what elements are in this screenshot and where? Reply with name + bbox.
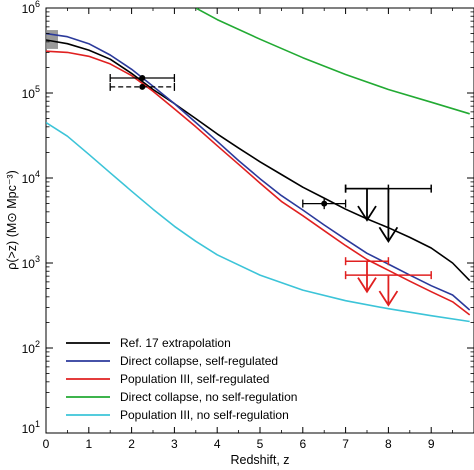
y-tick-label: 105 [22,84,40,101]
legend-label-3: Direct collapse, no self-regulation [120,390,297,404]
limit-arrow-head [378,290,399,307]
x-tick-label: 2 [128,437,135,451]
series-line-2 [46,50,471,316]
x-tick-label: 5 [257,437,264,451]
x-tick-label: 7 [342,437,349,451]
upper-limit-1 [344,184,432,243]
x-tick-label: 9 [428,437,435,451]
local-density-box [46,30,58,49]
limit-arrow-head [378,226,399,243]
series-line-3 [195,8,470,115]
series-line-0 [46,39,471,282]
upper-limit-2 [344,257,390,294]
data-point-0 [109,74,176,83]
x-tick-label: 4 [214,437,221,451]
x-tick-label: 8 [385,437,392,451]
legend-label-1: Direct collapse, self-regulated [120,354,278,368]
y-axis-title: ρ(>z) (M⊙ Mpc⁻³) [5,170,19,270]
data-marker [139,83,146,90]
data-point-1 [109,82,176,91]
x-tick-label: 6 [299,437,306,451]
x-tick-label: 0 [43,437,50,451]
x-axis: 0 1 2 3 4 5 6 7 8 9 [43,8,454,451]
limit-arrow-head [357,205,377,222]
y-tick-label: 101 [22,419,40,436]
x-axis-title: Redshift, z [230,453,289,467]
y-tick-label: 103 [22,254,40,271]
upper-limit-3 [344,271,432,307]
y-tick-label: 102 [22,339,40,356]
series-line-1 [46,32,471,311]
plot-area [45,7,474,434]
y-axis: 101 102 103 104 105 106 [22,0,474,436]
limit-arrow-head [357,277,377,294]
legend-label-4: Population III, no self-regulation [120,408,289,422]
series-line-4 [46,121,470,323]
legend-label-2: Population III, self-regulated [120,372,269,386]
data-points-layer [109,74,432,307]
data-marker [321,200,328,207]
x-tick-label: 1 [85,437,92,451]
y-tick-label: 106 [22,0,40,16]
legend-label-0: Ref. 17 extrapolation [120,336,231,350]
local-density-box-layer [46,30,58,49]
y-tick-label: 104 [22,169,40,186]
x-tick-label: 3 [171,437,178,451]
legend: Ref. 17 extrapolation Direct collapse, se… [66,336,297,422]
series-layer [46,8,471,323]
data-marker [139,75,146,82]
data-point-2 [302,198,347,210]
